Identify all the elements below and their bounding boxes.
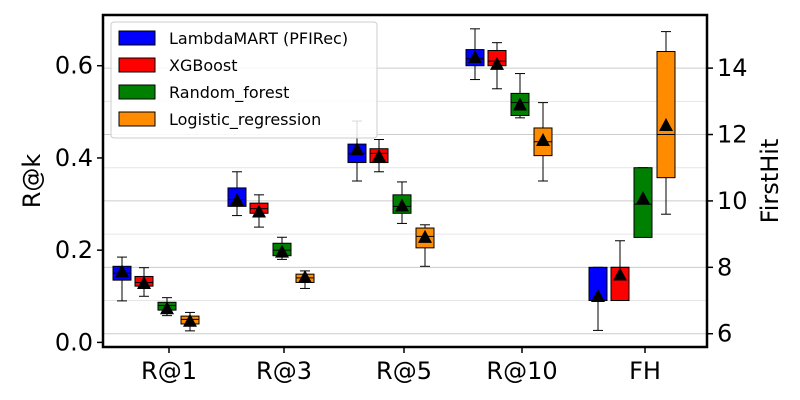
legend-swatch bbox=[118, 111, 156, 127]
mean-marker bbox=[418, 229, 432, 243]
legend-label: Random_forest bbox=[169, 83, 289, 103]
mean-marker bbox=[513, 97, 527, 111]
legend-swatch bbox=[118, 30, 156, 46]
mean-marker bbox=[395, 198, 409, 212]
mean-marker bbox=[252, 204, 266, 218]
x-axis: R@1 R@3 R@5 R@10 FH bbox=[141, 347, 661, 385]
mean-marker bbox=[160, 301, 174, 315]
mean-marker bbox=[591, 289, 605, 303]
x-tick-label: FH bbox=[629, 357, 661, 385]
mean-marker bbox=[350, 142, 364, 156]
x-tick-label: R@5 bbox=[376, 357, 432, 385]
left-tick-label: 0.2 bbox=[55, 236, 93, 264]
x-tick-label: R@10 bbox=[486, 357, 557, 385]
plot-frame bbox=[101, 13, 709, 349]
x-tick-label: R@3 bbox=[256, 357, 312, 385]
legend: LambdaMART (PFIRec) XGBoost Random_forest L… bbox=[110, 21, 378, 139]
mean-marker bbox=[636, 191, 650, 205]
legend-label: XGBoost bbox=[169, 56, 238, 75]
right-axis-title: FirstHit bbox=[756, 139, 784, 224]
mean-marker bbox=[230, 192, 244, 206]
legend-frame bbox=[110, 21, 378, 139]
mean-marker bbox=[468, 50, 482, 63]
right-tick-label: 6 bbox=[717, 320, 732, 348]
mean-marker bbox=[490, 56, 504, 70]
left-tick-label: 0.6 bbox=[55, 52, 93, 80]
mean-marker bbox=[298, 269, 312, 283]
mean-marker bbox=[536, 133, 550, 146]
right-y-axis: 6 8 10 12 14 bbox=[707, 54, 748, 348]
left-y-axis: 0.0 0.2 0.4 0.6 bbox=[55, 52, 103, 356]
right-tick-label: 10 bbox=[717, 187, 748, 215]
right-tick-label: 8 bbox=[717, 253, 732, 281]
left-tick-label: 0.0 bbox=[55, 328, 93, 356]
legend-swatch bbox=[118, 84, 156, 100]
legend-label: Logistic_regression bbox=[169, 110, 321, 130]
mean-marker bbox=[137, 275, 151, 289]
legend-label: LambdaMART (PFIRec) bbox=[169, 29, 348, 48]
right-tick-label: 14 bbox=[717, 54, 748, 82]
mean-marker bbox=[183, 313, 197, 327]
left-axis-title: R@k bbox=[18, 154, 46, 209]
mean-marker bbox=[275, 244, 289, 258]
whiskers bbox=[117, 28, 671, 332]
right-tick-label: 12 bbox=[717, 121, 748, 149]
mean-marker bbox=[115, 264, 129, 278]
mean-markers bbox=[115, 50, 673, 327]
box-fh-series-3 bbox=[656, 51, 676, 179]
left-tick-label: 0.4 bbox=[55, 144, 93, 172]
mean-marker bbox=[613, 267, 627, 281]
legend-swatch bbox=[118, 57, 156, 73]
mean-marker bbox=[372, 149, 386, 163]
mean-marker bbox=[659, 118, 673, 132]
x-tick-label: R@1 bbox=[141, 357, 197, 385]
